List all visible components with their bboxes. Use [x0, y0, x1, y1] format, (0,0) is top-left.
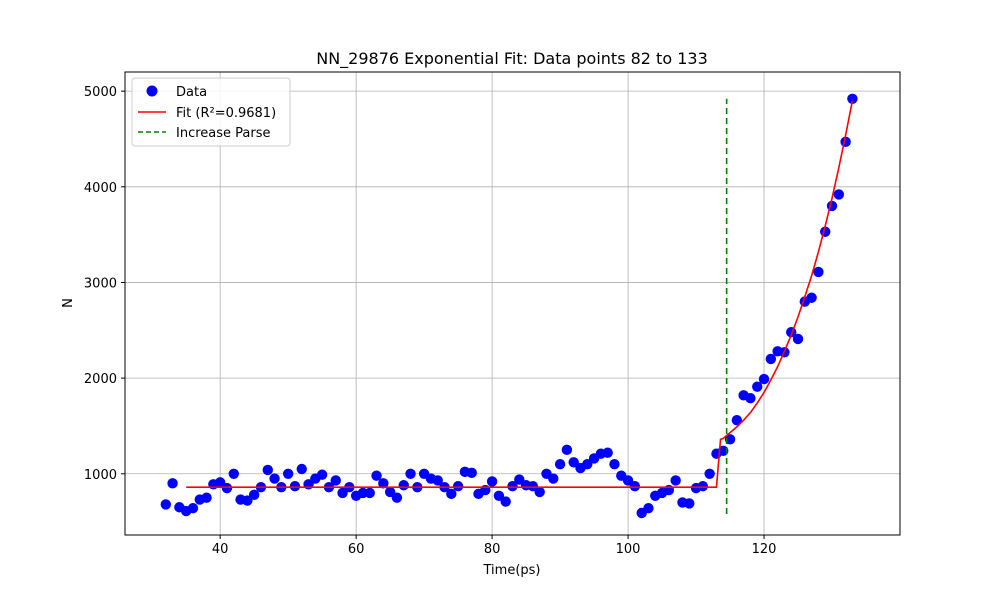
data-point: [568, 457, 579, 468]
x-tick-label: 120: [752, 542, 777, 557]
data-point: [602, 447, 613, 458]
data-point: [758, 373, 770, 385]
data-point: [228, 468, 239, 479]
data-point: [486, 476, 498, 487]
data-point: [201, 492, 212, 503]
y-axis-label: N: [61, 298, 76, 308]
data-point: [609, 459, 620, 470]
data-point: [214, 477, 226, 488]
data-point: [242, 495, 253, 506]
data-point: [405, 468, 416, 479]
data-point: [622, 475, 634, 486]
data-point: [554, 459, 566, 470]
data-point: [724, 434, 736, 445]
plot-frame: [124, 71, 901, 536]
data-point: [398, 480, 409, 491]
data-point: [187, 503, 199, 514]
data-point: [160, 499, 171, 510]
data-point: [337, 487, 348, 499]
grid: [125, 72, 900, 535]
y-tick-label: 1000: [84, 468, 117, 483]
x-axis-label: Time(ps): [483, 563, 541, 578]
data-point: [527, 481, 539, 492]
data-point: [745, 393, 756, 404]
data-point: [561, 444, 573, 456]
data-point: [500, 496, 511, 507]
data-point: [384, 486, 396, 498]
data-point: [704, 468, 715, 479]
data-point: [364, 487, 375, 499]
data-point: [643, 503, 654, 514]
data-point: [765, 353, 777, 365]
data-point: [847, 93, 858, 104]
data-point: [684, 498, 695, 509]
chart-title: NN_29876 Exponential Fit: Data points 82…: [316, 49, 708, 69]
data-point: [269, 473, 280, 484]
data-point: [262, 464, 273, 476]
data-point: [806, 292, 817, 303]
data-point: [289, 481, 301, 492]
data-point: [296, 463, 307, 475]
legend-data-label: Data: [176, 85, 207, 100]
legend-fit-label: Fit (R²=0.9681): [176, 106, 276, 121]
data-point: [316, 469, 328, 480]
ticks: 40 60 80 100 120 1000 2000 3000 4000 5000: [84, 85, 777, 557]
x-tick-label: 100: [616, 542, 641, 557]
data-point: [697, 481, 709, 492]
data-point: [248, 489, 260, 501]
legend-parse-label: Increase Parse: [176, 126, 271, 141]
data-point: [582, 459, 593, 470]
data-point: [466, 467, 477, 479]
data-point: [752, 381, 763, 392]
data-point: [731, 415, 743, 426]
data-point: [452, 481, 464, 492]
y-tick-label: 3000: [84, 276, 117, 291]
data-point: [167, 478, 178, 489]
data-point: [446, 488, 457, 500]
y-tick-label: 5000: [84, 85, 117, 100]
data-point: [330, 475, 341, 486]
fit-line: [186, 100, 854, 488]
y-tick-label: 4000: [84, 181, 117, 196]
data-point: [378, 478, 389, 489]
data-point: [826, 200, 838, 212]
y-tick-label: 2000: [84, 372, 117, 387]
data-point: [432, 475, 443, 486]
data-point: [792, 333, 804, 345]
data-point: [534, 486, 545, 498]
legend-box: [131, 77, 291, 147]
data-point: [221, 482, 233, 494]
data-point: [813, 266, 824, 278]
data-point: [514, 474, 525, 485]
data-point: [282, 468, 294, 479]
legend: Data Fit (R²=0.9681) Increase Parse: [131, 77, 291, 147]
legend-data-marker: [146, 85, 158, 97]
plot-data: [160, 93, 858, 519]
data-point: [629, 481, 641, 492]
data-point: [670, 475, 681, 486]
x-tick-label: 60: [348, 542, 365, 557]
data-point: [371, 470, 382, 481]
x-tick-label: 80: [484, 542, 501, 557]
data-point: [548, 473, 559, 484]
x-tick-label: 40: [212, 542, 229, 557]
data-point: [391, 492, 403, 503]
data-point: [833, 189, 845, 200]
data-point: [507, 481, 518, 492]
data-point: [493, 490, 505, 501]
